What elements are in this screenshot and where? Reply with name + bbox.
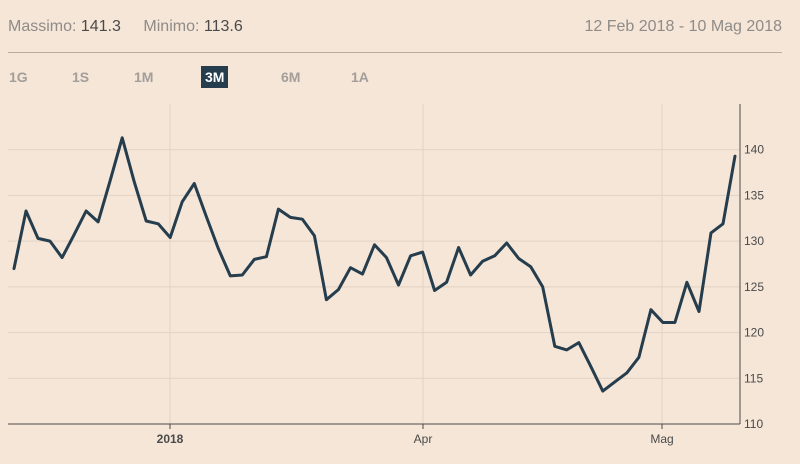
min-label: Minimo: <box>143 18 200 35</box>
horizontal-gridlines <box>8 149 740 379</box>
y-tick-label-115: 115 <box>744 371 763 385</box>
max-label: Massimo: <box>8 18 77 35</box>
min-stat: Minimo: 113.6 <box>143 18 242 36</box>
tab-1s[interactable]: 1S <box>72 69 90 85</box>
tab-1m[interactable]: 1M <box>134 69 154 85</box>
y-tick-label-110: 110 <box>744 417 763 431</box>
y-tick-label-120: 120 <box>744 326 764 340</box>
x-tick-labels: 2018 Apr Mag <box>157 432 674 446</box>
y-tick-label-125: 125 <box>744 280 764 294</box>
date-range: 12 Feb 2018 - 10 Mag 2018 <box>584 18 782 35</box>
x-tick-label-0: 2018 <box>157 432 184 446</box>
x-tick-label-2: Mag <box>650 432 673 446</box>
y-tick-label-140: 140 <box>744 143 764 157</box>
max-stat: Massimo: 141.3 <box>8 18 121 36</box>
y-tick-labels: 110 115 120 125 130 135 140 <box>744 143 764 431</box>
header-divider <box>8 52 782 53</box>
tab-1a[interactable]: 1A <box>351 69 369 85</box>
x-tick-label-1: Apr <box>414 432 433 446</box>
y-tick-label-135: 135 <box>744 188 764 202</box>
max-value: 141.3 <box>80 18 121 35</box>
min-value: 113.6 <box>203 18 243 35</box>
chart-header: Massimo: 141.3 Minimo: 113.6 12 Feb 2018… <box>8 18 782 44</box>
y-tick-label-130: 130 <box>744 234 764 248</box>
vertical-gridlines <box>169 104 663 429</box>
tab-3m[interactable]: 3M <box>201 66 229 88</box>
price-series-line <box>12 136 737 393</box>
tab-1g[interactable]: 1G <box>9 69 28 85</box>
tab-6m[interactable]: 6M <box>281 69 301 85</box>
range-tabs: 1G 1S 1M 3M 6M 1A <box>0 66 420 90</box>
